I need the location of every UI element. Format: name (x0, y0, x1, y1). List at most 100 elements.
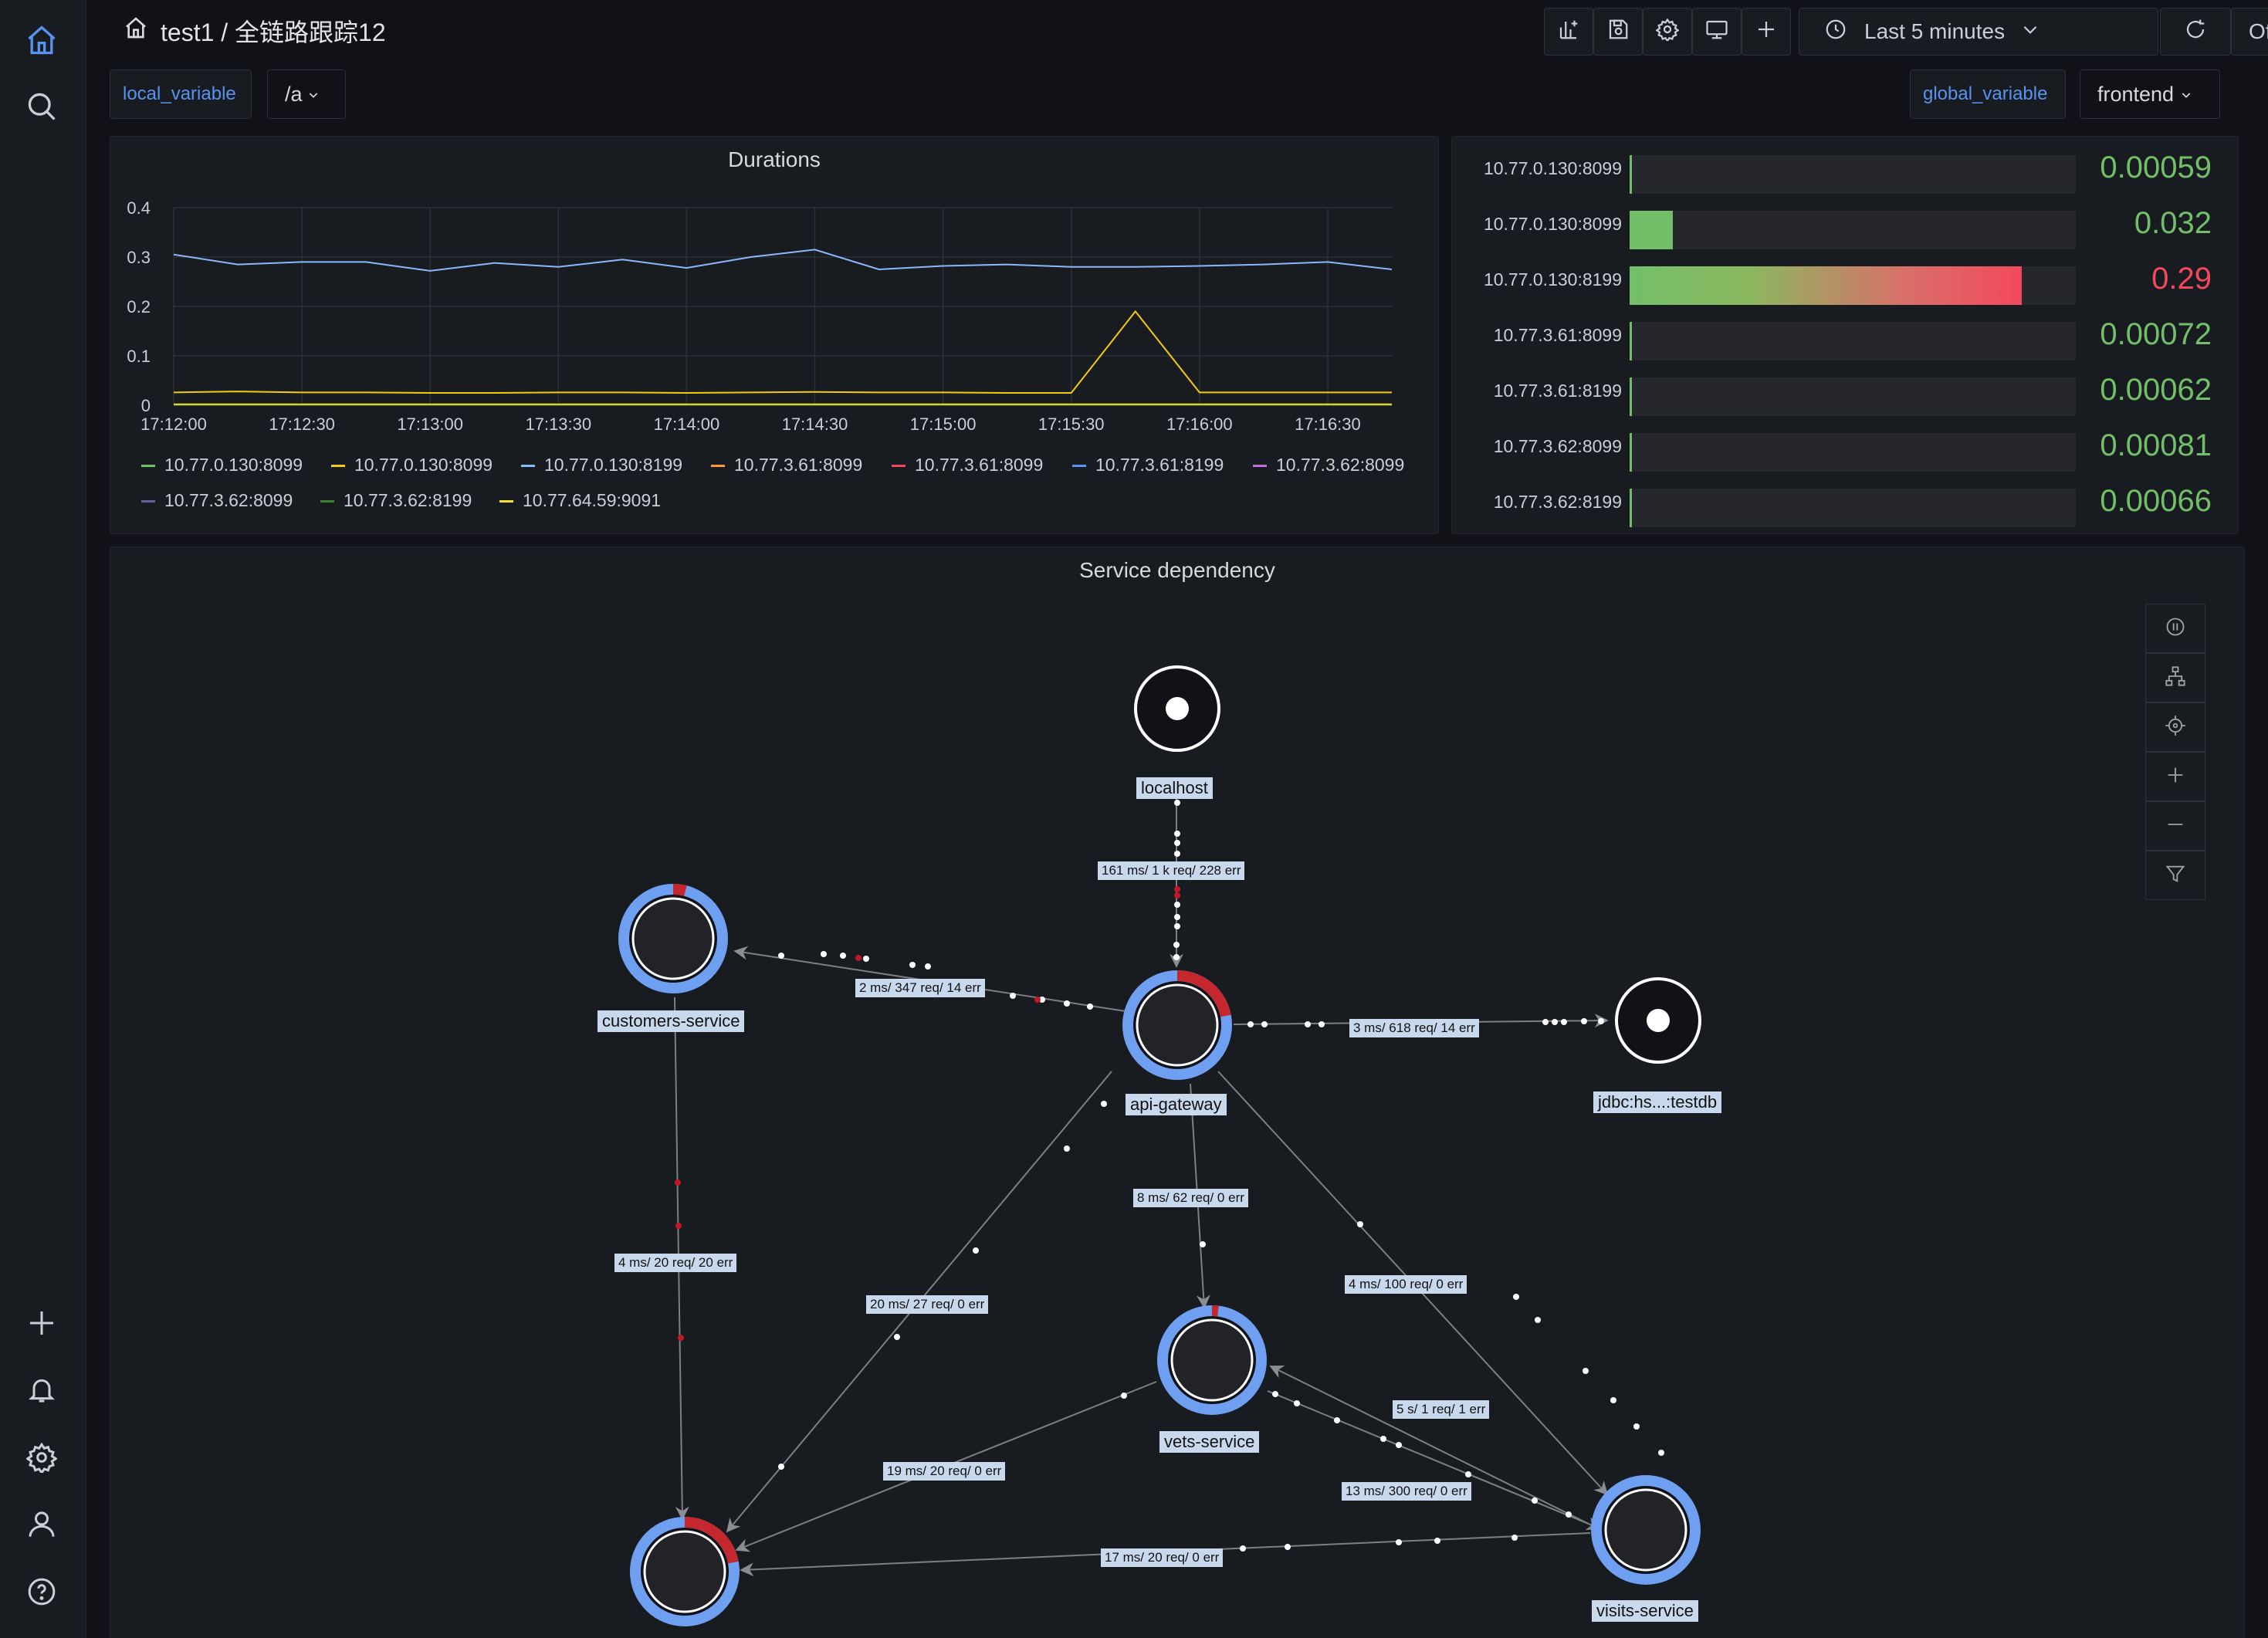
legend-swatch (141, 500, 155, 503)
x-tick-label: 17:15:30 (1038, 415, 1105, 434)
bar-gauge-row: 10.77.0.130:8099 0.032 (1452, 200, 2239, 256)
x-tick-label: 17:13:30 (525, 415, 591, 434)
edge-label: 161 ms/ 1 k req/ 228 err (1098, 861, 1245, 880)
legend-item[interactable]: 10.77.3.62:8099 (141, 490, 293, 511)
legend-label: 10.77.3.62:8099 (1276, 455, 1405, 475)
node-label-vets[interactable]: vets-service (1159, 1431, 1260, 1453)
layout-button[interactable] (2145, 653, 2205, 702)
bar-fill (1630, 322, 1633, 360)
y-tick-label: 0.4 (127, 198, 151, 218)
y-tick-label: 0.3 (127, 248, 151, 267)
edge-label: 8 ms/ 62 req/ 0 err (1133, 1189, 1248, 1207)
refresh-button[interactable] (2160, 8, 2231, 56)
search-icon[interactable] (19, 83, 65, 130)
legend-item[interactable]: 10.77.0.130:8099 (141, 455, 303, 475)
edge-visits-vets[interactable] (1269, 1366, 1599, 1529)
dashboard-settings-button[interactable] (1643, 8, 1692, 56)
edge-label: 4 ms/ 100 req/ 0 err (1345, 1275, 1467, 1294)
bar-track (1630, 266, 2076, 305)
x-tick-label: 17:14:00 (654, 415, 720, 434)
x-tick-label: 17:14:30 (782, 415, 848, 434)
dashboard-main: test1 / 全链路跟踪12 Last 5 minutes Off (86, 0, 2268, 1638)
legend-item[interactable]: 10.77.0.130:8199 (521, 455, 682, 475)
legend-item[interactable]: 10.77.3.62:8199 (320, 490, 472, 511)
legend-item[interactable]: 10.77.3.61:8099 (892, 455, 1043, 475)
tv-mode-button[interactable] (1692, 8, 1742, 56)
monitor-icon (1705, 18, 1728, 46)
legend-swatch (521, 465, 535, 468)
legend-swatch (1072, 465, 1086, 468)
graph-node[interactable] (1134, 665, 1220, 752)
legend-item[interactable]: 10.77.3.62:8099 (1253, 455, 1404, 475)
pause-button[interactable] (2145, 604, 2205, 653)
plus-icon (1755, 18, 1778, 46)
node-label-visits[interactable]: visits-service (1592, 1600, 1698, 1622)
node-error-arc (630, 1517, 740, 1626)
legend-swatch (331, 465, 345, 468)
bar-gauge-row: 10.77.3.62:8099 0.00081 (1452, 422, 2239, 478)
save-dashboard-button[interactable] (1593, 8, 1643, 56)
zoom-out-button[interactable] (2145, 801, 2205, 851)
node-label-localhost[interactable]: localhost (1136, 777, 1213, 799)
user-icon[interactable] (19, 1501, 65, 1547)
graph-node[interactable] (1615, 977, 1701, 1064)
legend-label: 10.77.3.61:8099 (915, 455, 1044, 475)
legend-swatch (1253, 465, 1267, 468)
zoom-in-icon (2165, 764, 2186, 790)
zoom-in-button[interactable] (2145, 752, 2205, 801)
bell-icon[interactable] (19, 1366, 65, 1413)
graph-node[interactable] (630, 1517, 740, 1626)
bar-track (1630, 377, 2076, 416)
target-icon (2165, 715, 2186, 740)
service-graph[interactable] (86, 0, 2268, 1638)
legend-swatch (892, 465, 906, 468)
filter-button[interactable] (2145, 851, 2205, 900)
graph-node[interactable] (1122, 970, 1232, 1080)
refresh-interval-label: Off (2249, 19, 2268, 43)
bar-label: 10.77.3.61:8199 (1493, 381, 1622, 401)
bar-fill (1630, 211, 1674, 249)
bar-value: 0.032 (2134, 206, 2212, 240)
graph-node[interactable] (1591, 1475, 1701, 1585)
edge-label: 4 ms/ 20 req/ 20 err (614, 1254, 737, 1272)
legend-item[interactable]: 10.77.3.61:8099 (711, 455, 862, 475)
refresh-icon (2184, 18, 2207, 46)
top-bar: test1 / 全链路跟踪12 Last 5 minutes Off (86, 0, 2268, 62)
y-tick-label: 0.2 (127, 297, 151, 316)
node-label-customers[interactable]: customers-service (597, 1010, 745, 1032)
help-icon[interactable] (19, 1569, 65, 1615)
node-label-api-gateway[interactable]: api-gateway (1126, 1094, 1227, 1115)
global-variable-select[interactable]: frontend (2080, 69, 2220, 119)
gear-icon[interactable] (19, 1434, 65, 1481)
edge-label: 2 ms/ 347 req/ 14 err (855, 979, 985, 997)
bar-track (1630, 211, 2076, 249)
graph-node[interactable] (1157, 1305, 1267, 1415)
bar-label: 10.77.0.130:8099 (1483, 158, 1622, 178)
node-error-arc (618, 884, 728, 993)
plus-icon[interactable] (19, 1300, 65, 1346)
x-tick-label: 17:16:30 (1295, 415, 1361, 434)
node-core (1604, 1488, 1687, 1572)
bar-value: 0.29 (2151, 262, 2212, 296)
bar-fill (1630, 155, 1633, 194)
graph-node[interactable] (618, 884, 728, 993)
time-range-picker[interactable]: Last 5 minutes (1799, 8, 2158, 56)
legend-label: 10.77.3.61:8099 (734, 455, 863, 475)
add-button[interactable] (1742, 8, 1791, 56)
bar-track (1630, 489, 2076, 527)
center-button[interactable] (2145, 702, 2205, 752)
page-title[interactable]: test1 / 全链路跟踪12 (161, 19, 386, 46)
bar-gauge-row: 10.77.3.61:8099 0.00072 (1452, 311, 2239, 367)
add-panel-button[interactable] (1544, 8, 1593, 56)
home-icon[interactable] (124, 15, 148, 46)
bar-gauge-panel: 10.77.0.130:8099 0.00059 10.77.0.130:8099 0… (1451, 136, 2239, 534)
edge-vets-visits[interactable] (1267, 1390, 1601, 1531)
local-variable-select[interactable]: /a (267, 69, 346, 119)
chevron-down-icon (2020, 19, 2040, 45)
refresh-interval-picker[interactable]: Off (2231, 8, 2268, 56)
legend-item[interactable]: 10.77.3.61:8199 (1072, 455, 1224, 475)
legend-item[interactable]: 10.77.64.59:9091 (499, 490, 661, 511)
node-label-jdbc[interactable]: jdbc:hs...:testdb (1593, 1091, 1722, 1113)
home-icon[interactable] (19, 17, 65, 63)
legend-item[interactable]: 10.77.0.130:8099 (331, 455, 493, 475)
